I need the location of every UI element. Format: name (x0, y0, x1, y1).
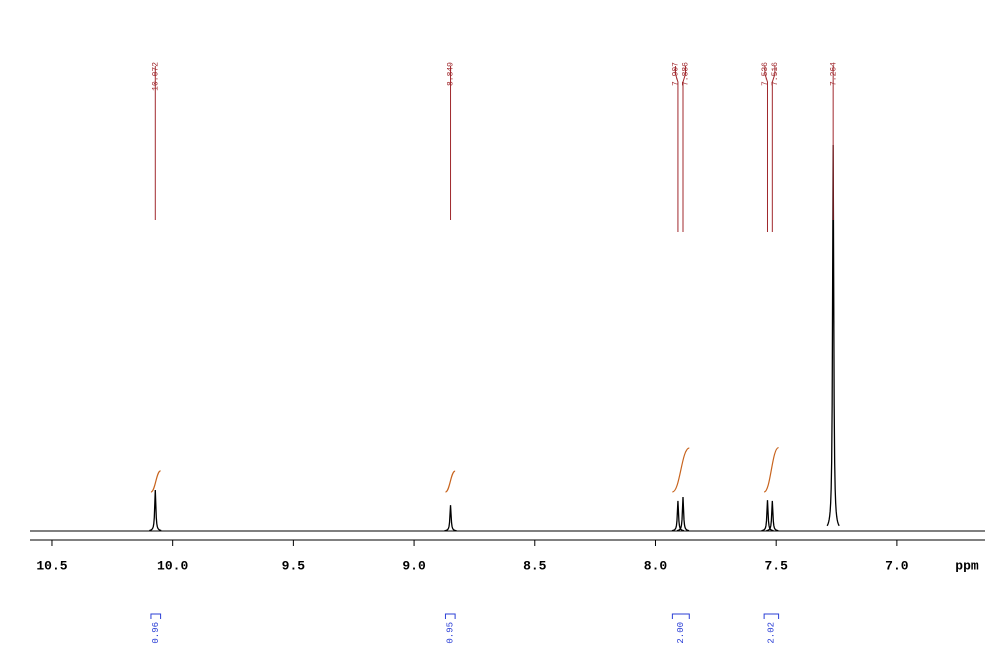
peak (761, 500, 774, 532)
peak-pick-line (764, 66, 768, 232)
peak-label: 7.886 (682, 62, 691, 86)
x-tick-label: 7.0 (885, 558, 909, 573)
x-tick-label: 9.5 (282, 558, 306, 573)
peak-label: 8.849 (447, 62, 456, 86)
integral-curve (150, 470, 161, 493)
integral-curve (672, 447, 690, 493)
peak-label: 7.536 (761, 62, 770, 86)
peak (671, 500, 685, 532)
peak-pick-line (674, 66, 679, 232)
peak-label: 7.516 (771, 62, 780, 86)
peak (766, 500, 779, 532)
peak-label: 7.264 (829, 62, 838, 86)
integral-label: 0.95 (446, 622, 456, 644)
x-tick-label: 10.0 (157, 558, 188, 573)
x-tick-label: 8.5 (523, 558, 547, 573)
integral-bracket (444, 613, 456, 619)
integral-curve (445, 470, 456, 493)
peak-pick-line (682, 66, 686, 232)
x-tick-label: 8.0 (644, 558, 668, 573)
integral-label: 2.02 (767, 622, 777, 644)
x-axis-label: ppm (955, 558, 979, 573)
integral-label: 0.96 (151, 622, 161, 644)
integral-label: 2.00 (676, 622, 686, 644)
peak-pick-line (771, 66, 776, 232)
integral-curve (763, 446, 780, 493)
integral-bracket (763, 613, 780, 619)
integral-bracket (671, 613, 690, 619)
x-tick-label: 9.0 (402, 558, 426, 573)
peak (676, 497, 690, 532)
x-tick-label: 7.5 (764, 558, 788, 573)
integral-bracket (150, 613, 162, 619)
peak (149, 490, 162, 532)
x-tick-label: 10.5 (36, 558, 67, 573)
peak (444, 505, 457, 532)
peak-label: 10.072 (151, 62, 160, 91)
peak-label: 7.907 (672, 62, 681, 86)
